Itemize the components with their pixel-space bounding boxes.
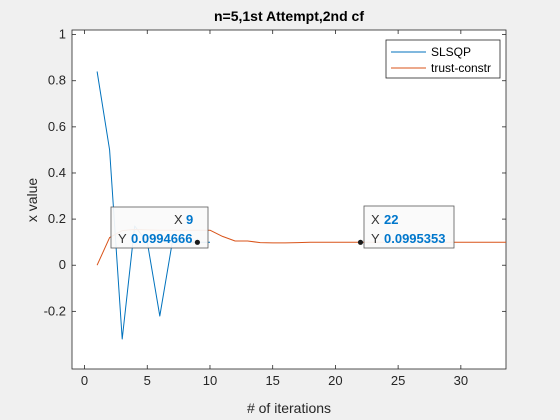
datatip-box: [363, 205, 455, 249]
y-tick-label: 0.6: [48, 119, 66, 134]
datatip-x9[interactable]: X 9 Y 0.0994666: [110, 206, 209, 249]
legend-entry-slsqp: SLSQP: [431, 45, 471, 59]
x-tick-label: 20: [328, 373, 342, 388]
datatip-marker: [357, 239, 364, 245]
legend[interactable]: SLSQP trust-constr: [385, 39, 501, 79]
x-tick-label: 30: [454, 373, 468, 388]
y-tick-label: 0: [59, 257, 66, 272]
x-axis-label: # of iterations: [247, 400, 331, 416]
ticks-layer: 0 5 10 15 20 25 30 -0.2 0 0.2 0.4 0.6 0.8 1: [44, 27, 506, 388]
datatip-y-key: Y: [371, 231, 380, 246]
datatip-x-key: X: [371, 212, 380, 227]
datatip-box: [110, 206, 209, 249]
y-tick-label: -0.2: [44, 303, 66, 318]
plot-area: [71, 29, 507, 370]
x-tick-label: 5: [144, 373, 151, 388]
legend-box: [385, 39, 501, 79]
x-tick-label: 10: [203, 373, 217, 388]
x-tick-label: 15: [265, 373, 279, 388]
datatip-x-key: X: [174, 212, 183, 227]
x-tick-label: 0: [81, 373, 88, 388]
datatip-y-value: 0.0995353: [384, 231, 445, 246]
datatip-x-value: 9: [186, 212, 193, 227]
legend-entry-trust-constr: trust-constr: [431, 61, 491, 75]
y-tick-label: 0.2: [48, 211, 66, 226]
datatip-y-value: 0.0994666: [131, 231, 192, 246]
y-tick-label: 0.4: [48, 165, 66, 180]
y-axis-label: x value: [24, 178, 40, 223]
x-tick-label: 25: [391, 373, 405, 388]
y-tick-label: 0.8: [48, 73, 66, 88]
datatip-marker: [194, 239, 200, 245]
datatip-x-value: 22: [384, 212, 398, 227]
chart-title: n=5,1st Attempt,2nd cf: [214, 8, 364, 24]
y-tick-label: 1: [59, 27, 66, 42]
datatip-x22[interactable]: X 22 Y 0.0995353: [357, 205, 455, 249]
datatip-y-key: Y: [118, 231, 127, 246]
